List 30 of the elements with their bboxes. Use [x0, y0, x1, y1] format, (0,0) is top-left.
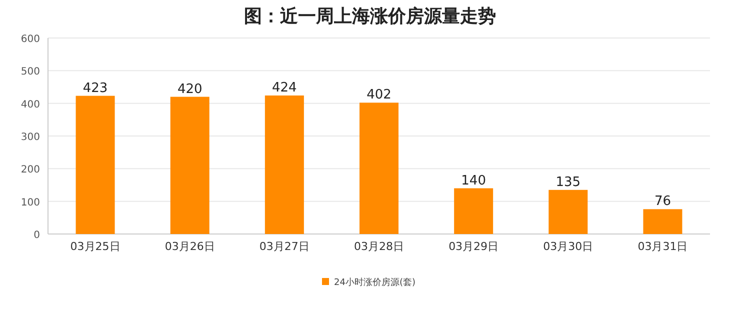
data-label: 135 [556, 174, 581, 190]
x-tick-label: 03月27日 [259, 240, 310, 253]
y-tick-label: 500 [20, 66, 40, 78]
legend-label: 24小时涨价房源(套) [334, 277, 416, 288]
y-tick-label: 0 [34, 230, 40, 241]
x-tick-label: 03月30日 [543, 240, 594, 253]
bar [643, 209, 682, 234]
x-tick-label: 03月26日 [164, 240, 215, 253]
data-label: 423 [82, 80, 108, 96]
y-tick-label: 100 [20, 197, 40, 208]
bar [548, 190, 588, 234]
x-tick-label: 03月28日 [354, 240, 404, 253]
data-label: 76 [654, 194, 671, 210]
data-label: 424 [272, 80, 297, 96]
y-tick-label: 200 [20, 164, 40, 176]
x-tick-label: 03月25日 [70, 240, 120, 253]
bar [170, 96, 210, 234]
y-tick-label: 600 [20, 34, 40, 45]
chart-title: 图：近一周上海涨价房源量走势 [244, 6, 496, 27]
data-label: 420 [177, 82, 202, 97]
bar [454, 188, 494, 234]
data-label: 402 [366, 88, 392, 103]
x-tick-label: 03月31日 [638, 240, 688, 253]
data-label: 140 [461, 173, 486, 188]
y-tick-label: 300 [20, 132, 40, 143]
bar [76, 96, 115, 234]
y-tick-label: 400 [20, 99, 40, 110]
bar [360, 102, 398, 234]
x-tick-label: 03月29日 [448, 240, 499, 253]
bar [264, 95, 304, 234]
